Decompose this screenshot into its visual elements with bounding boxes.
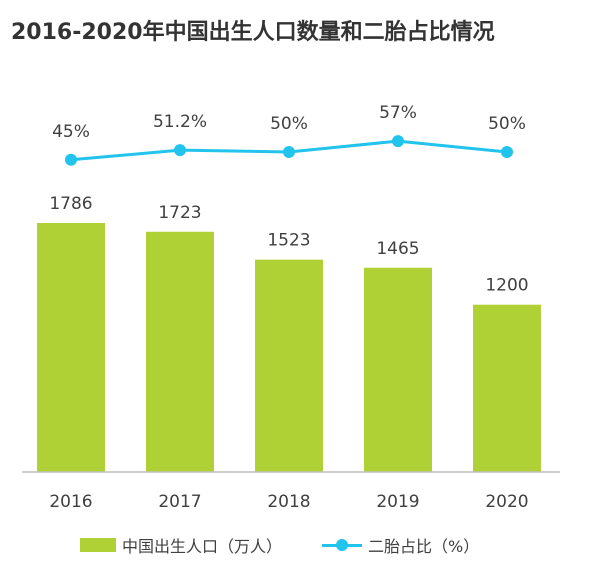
line-point-2018 [283,146,295,158]
x-tick-label-2019: 2019 [376,492,419,512]
line-value-label-2018: 50% [270,114,308,134]
legend-item-second-child: 二胎占比（%） [322,532,479,558]
bar-value-label-2017: 1723 [158,203,201,223]
x-tick-label-2018: 2018 [267,492,310,512]
bar-2017 [146,231,214,472]
x-tick-label-2016: 2016 [49,492,92,512]
bar-value-label-2020: 1200 [485,276,528,296]
x-tick-label-2017: 2017 [158,492,201,512]
line-point-2017 [174,144,186,157]
line-layer: 45% 51.2% 50% 57% 50% [52,103,526,166]
bar-2016 [37,223,105,472]
chart-title: 2016-2020年中国出生人口数量和二胎占比情况 [11,20,495,45]
bar-value-label-2019: 1465 [376,239,419,259]
combo-chart: 1786 1723 1523 1465 1200 45% 51.2% 50% 57% 50% 2… [22,103,560,512]
bar-value-label-2016: 1786 [49,194,92,214]
line-value-label-2016: 45% [52,122,90,142]
line-value-label-2019: 57% [379,103,417,123]
legend-bar-swatch [80,538,116,552]
legend: 中国出生人口（万人） 二胎占比（%） [0,532,600,558]
bar-value-label-2018: 1523 [267,231,310,251]
bars-layer [37,223,541,472]
line-value-label-2020: 50% [488,114,526,134]
x-ticks-layer: 2016 2017 2018 2019 2020 [49,492,528,512]
legend-label-births: 中国出生人口（万人） [122,537,283,556]
bar-2019 [364,267,432,472]
legend-item-births: 中国出生人口（万人） [80,532,282,558]
line-value-label-2017: 51.2% [153,112,207,132]
line-point-2016 [65,153,77,166]
line-point-2019 [392,135,404,148]
line-point-2020 [501,146,513,158]
legend-line-swatch [322,538,362,552]
bar-labels-layer: 1786 1723 1523 1465 1200 [49,194,528,296]
bar-2018 [255,259,323,472]
x-tick-label-2020: 2020 [485,492,528,512]
legend-label-second-child: 二胎占比（%） [368,537,480,556]
bar-2020 [473,304,541,472]
